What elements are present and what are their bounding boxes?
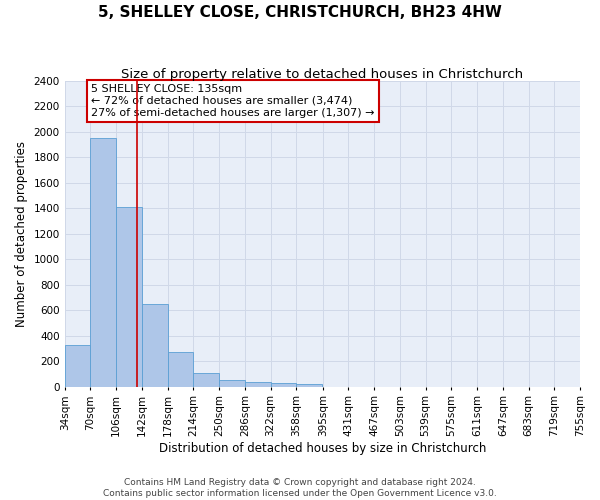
Bar bbox=[91, 138, 116, 386]
Bar bbox=[116, 207, 142, 386]
Bar bbox=[271, 383, 296, 386]
Bar bbox=[219, 380, 245, 386]
Text: 5, SHELLEY CLOSE, CHRISTCHURCH, BH23 4HW: 5, SHELLEY CLOSE, CHRISTCHURCH, BH23 4HW bbox=[98, 5, 502, 20]
Bar bbox=[245, 382, 271, 386]
Bar bbox=[142, 304, 167, 386]
Bar bbox=[65, 345, 91, 387]
Bar bbox=[167, 352, 193, 386]
Text: Contains HM Land Registry data © Crown copyright and database right 2024.
Contai: Contains HM Land Registry data © Crown c… bbox=[103, 478, 497, 498]
Bar bbox=[296, 384, 322, 386]
Y-axis label: Number of detached properties: Number of detached properties bbox=[15, 140, 28, 326]
Text: 5 SHELLEY CLOSE: 135sqm
← 72% of detached houses are smaller (3,474)
27% of semi: 5 SHELLEY CLOSE: 135sqm ← 72% of detache… bbox=[91, 84, 374, 117]
X-axis label: Distribution of detached houses by size in Christchurch: Distribution of detached houses by size … bbox=[158, 442, 486, 455]
Bar bbox=[193, 374, 219, 386]
Title: Size of property relative to detached houses in Christchurch: Size of property relative to detached ho… bbox=[121, 68, 523, 80]
